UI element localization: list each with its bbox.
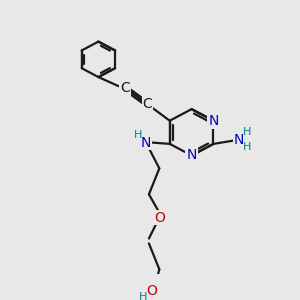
Text: O: O xyxy=(154,211,165,224)
Text: N: N xyxy=(141,136,151,149)
Text: H: H xyxy=(243,127,251,137)
Text: C: C xyxy=(142,97,152,111)
Text: N: N xyxy=(234,133,244,147)
Text: N: N xyxy=(186,148,197,163)
Text: H: H xyxy=(243,142,251,152)
Text: C: C xyxy=(120,81,130,95)
Text: H: H xyxy=(139,292,147,300)
Text: H: H xyxy=(134,130,142,140)
Text: N: N xyxy=(208,114,219,128)
Text: O: O xyxy=(146,284,157,298)
